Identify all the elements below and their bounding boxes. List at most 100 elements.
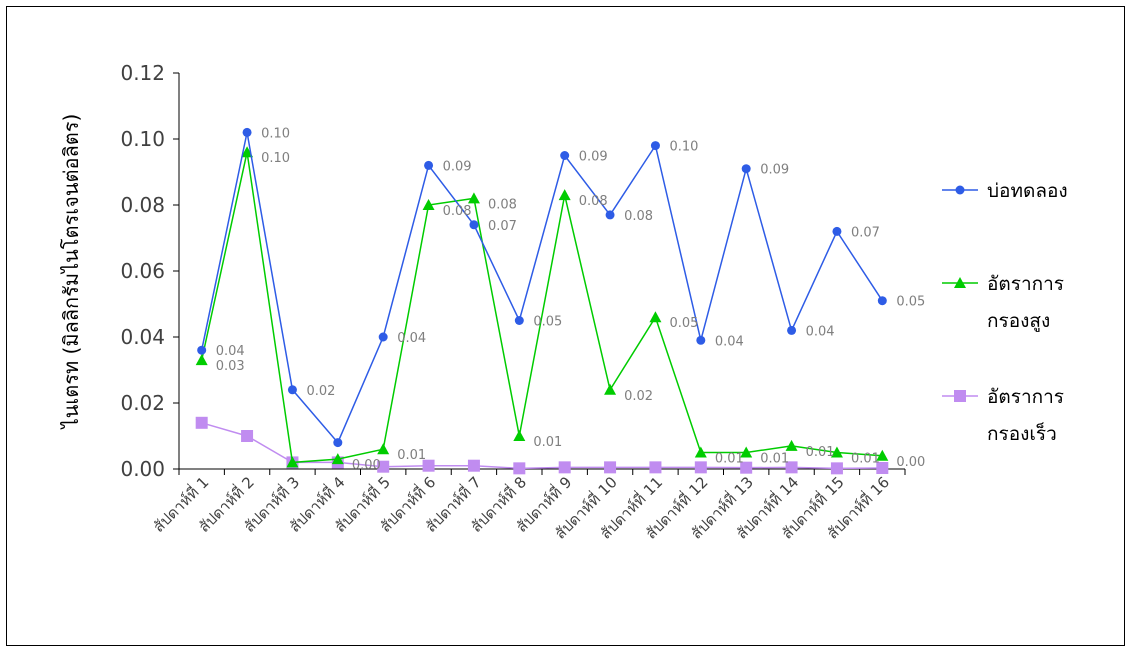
data-point [467, 459, 480, 472]
data-label: 0.08 [624, 209, 653, 224]
data-point [785, 461, 798, 474]
data-label: 0.05 [669, 316, 698, 331]
data-label: 0.09 [443, 159, 472, 174]
data-label: 0.01 [533, 435, 562, 450]
data-label: 0.10 [261, 151, 290, 166]
data-point [604, 461, 617, 474]
data-point [514, 316, 524, 325]
data-label: 0.07 [851, 225, 880, 240]
data-point [333, 438, 343, 448]
data-point [787, 325, 797, 335]
data-label: 0.04 [715, 334, 744, 349]
data-point [876, 462, 889, 475]
data-point [832, 226, 842, 236]
data-point [424, 160, 434, 170]
data-point [954, 390, 966, 402]
data-point [558, 189, 571, 201]
data-point [604, 383, 617, 395]
series-line [200, 152, 883, 464]
data-point [785, 439, 798, 451]
y-tick-label: 0.12 [120, 61, 165, 85]
data-label: 0.09 [579, 150, 608, 165]
data-label: 0.10 [669, 140, 698, 155]
series-line [201, 422, 883, 470]
data-label: 0.02 [624, 389, 653, 404]
data-label: 0.04 [216, 344, 245, 359]
data-point [830, 462, 843, 475]
data-label: 0.02 [306, 384, 335, 399]
data-label: 0.09 [760, 163, 789, 178]
legend-entry-label: บ่อทดลอง [987, 180, 1068, 202]
data-point [241, 146, 254, 158]
y-tick-label: 0.04 [120, 325, 165, 349]
data-label: 0.04 [397, 331, 426, 346]
data-point [954, 277, 966, 288]
data-label: 0.00 [352, 458, 381, 473]
data-label: 0.01 [715, 452, 744, 467]
data-point [558, 461, 571, 474]
data-point [876, 449, 889, 461]
data-label: 0.04 [806, 324, 835, 339]
legend-entry-label: อัตราการ [987, 386, 1064, 408]
data-label: 0.01 [806, 445, 835, 460]
data-label: 0.01 [851, 452, 880, 467]
series-layer [195, 127, 889, 475]
data-point [694, 446, 707, 458]
data-label: 0.00 [896, 455, 925, 470]
legend-entry-label: กรองเร็ว [987, 421, 1057, 445]
data-point [195, 416, 208, 429]
line-chart: 0.000.020.040.060.080.100.12สัปดาห์ที่ 1… [59, 61, 1068, 543]
series-line [200, 132, 883, 445]
data-point [649, 311, 662, 323]
data-label: 0.01 [397, 448, 426, 463]
data-point [469, 220, 479, 230]
data-point [422, 459, 435, 472]
data-point [605, 210, 615, 220]
data-label: 0.05 [533, 315, 562, 330]
data-label: 0.10 [261, 126, 290, 141]
legend-entry-label: อัตราการ [987, 273, 1064, 295]
data-label: 0.01 [760, 452, 789, 467]
data-point [560, 151, 570, 160]
data-point [377, 460, 390, 473]
data-labels-layer: 0.04 0.10 0.02 0.04 0.09 0.07 0.05 0.09 0.08 0.10… [216, 126, 926, 473]
data-point [467, 192, 480, 204]
data-label: 0.08 [488, 197, 517, 212]
data-point [955, 185, 965, 195]
data-point [740, 446, 753, 458]
chart-frame: 0.00 0.02 0.04 0.06 0.08 0.10 0.12 สัปดาห์ที่ 1… [6, 6, 1125, 646]
data-point [378, 332, 388, 342]
data-point [741, 164, 751, 174]
data-point [877, 296, 887, 306]
data-point [241, 430, 254, 442]
data-point [422, 199, 435, 210]
y-axis-label: ไนเตรท (มิลลิกรัมไนโตรเจนต่อลิตร) [59, 114, 83, 431]
y-tick-label: 0.00 [120, 457, 165, 481]
data-label: 0.07 [488, 219, 517, 234]
data-point [242, 127, 252, 137]
legend-entry-label: กรองสูง [987, 310, 1050, 332]
data-point [377, 443, 390, 455]
data-point [287, 385, 297, 395]
y-tick-label: 0.10 [120, 127, 165, 151]
data-label: 0.08 [443, 204, 472, 219]
data-point [650, 141, 660, 151]
data-point [286, 456, 299, 468]
data-label: 0.05 [896, 295, 925, 310]
y-tick-label: 0.02 [120, 391, 165, 415]
data-label: 0.03 [216, 359, 245, 374]
data-point [513, 462, 526, 475]
data-point [740, 461, 753, 474]
data-point [694, 461, 707, 474]
data-point [649, 461, 662, 474]
data-point [195, 354, 208, 366]
data-point [513, 430, 526, 441]
data-point [197, 345, 207, 355]
data-point [696, 335, 706, 345]
data-point [331, 453, 344, 465]
y-tick-label: 0.06 [120, 259, 165, 283]
data-point [830, 446, 843, 458]
data-label: 0.08 [579, 194, 608, 209]
y-tick-label: 0.08 [120, 193, 165, 217]
